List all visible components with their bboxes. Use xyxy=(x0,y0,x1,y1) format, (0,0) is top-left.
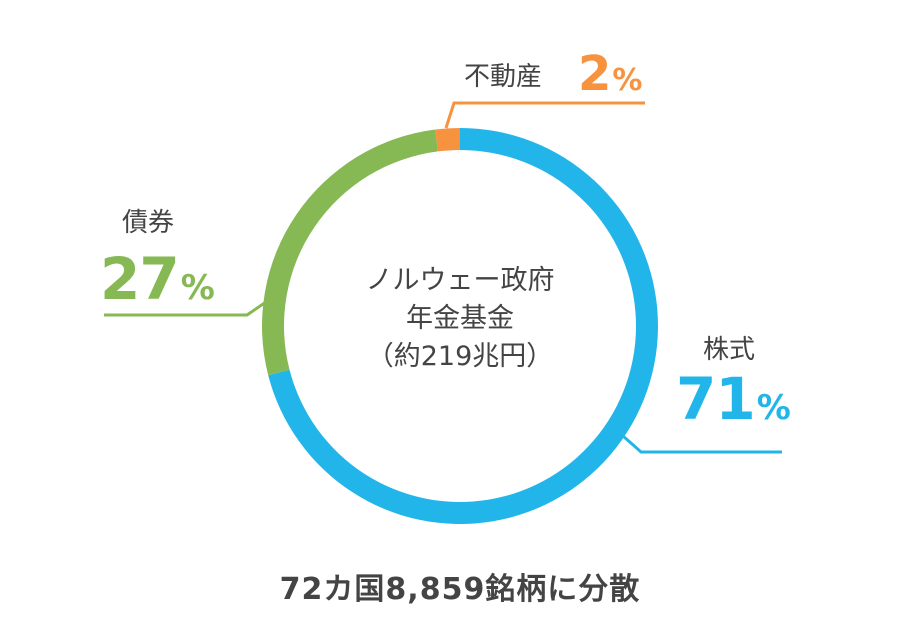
leader-line-real-estate xyxy=(444,101,645,129)
donut-slice-bonds xyxy=(261,129,438,376)
slice-label-stocks: 株式 xyxy=(703,335,756,365)
footer-note: 72カ国8,859銘柄に分散 xyxy=(279,572,641,607)
slice-value-real-estate-unit: % xyxy=(612,63,642,98)
center-label-line-2: 年金基金 xyxy=(406,303,514,334)
slice-value-bonds: 27% xyxy=(100,250,215,308)
slice-value-real-estate: 2% xyxy=(578,50,642,98)
slice-value-bonds-unit: % xyxy=(180,268,215,308)
center-label-line-1: ノルウェー政府 xyxy=(365,265,555,296)
slice-label-real-estate: 不動産 xyxy=(464,62,543,92)
center-label-line-3: （約219兆円） xyxy=(366,341,554,372)
slice-value-stocks: 71% xyxy=(676,370,791,428)
slice-value-bonds-number: 27 xyxy=(100,245,180,313)
slice-value-stocks-number: 71 xyxy=(676,365,756,433)
leader-line-stocks xyxy=(622,434,782,454)
slice-label-bonds: 債券 xyxy=(122,208,175,238)
donut-slice-real-estate xyxy=(435,128,460,152)
slice-value-real-estate-number: 2 xyxy=(578,46,611,102)
slice-value-stocks-unit: % xyxy=(756,388,791,428)
leader-line-bonds xyxy=(104,300,267,317)
center-label: ノルウェー政府 年金基金 （約219兆円） xyxy=(340,262,580,376)
